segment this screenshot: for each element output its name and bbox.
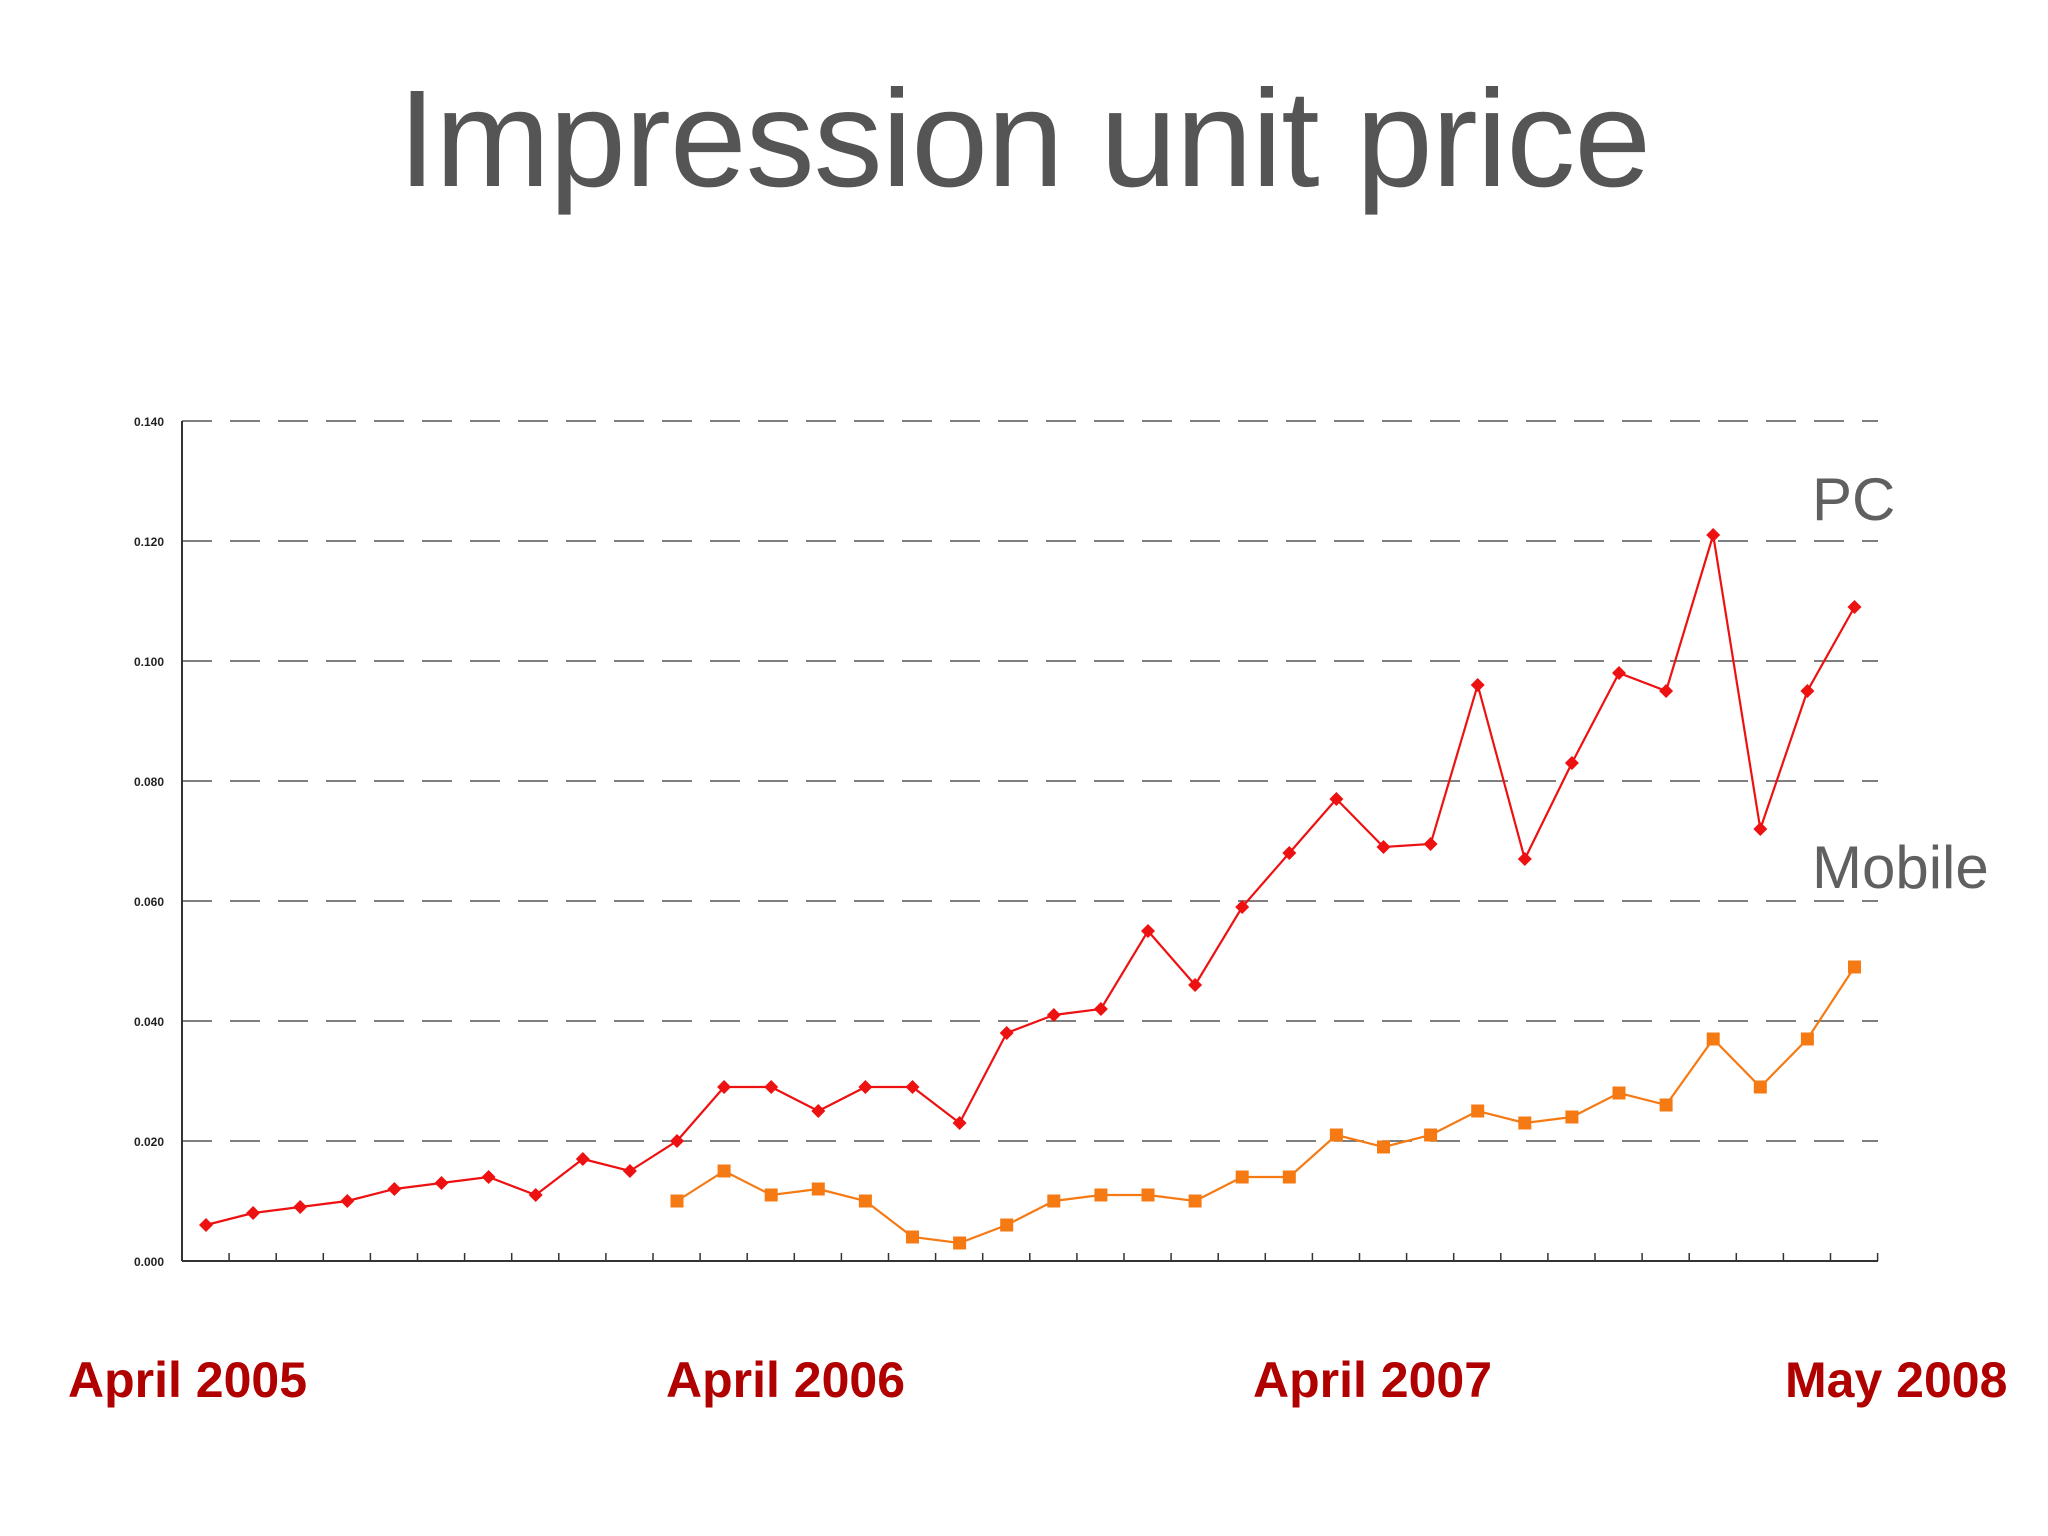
point-mobile <box>1329 1128 1343 1142</box>
point-pc <box>293 1200 308 1214</box>
point-mobile <box>717 1164 731 1178</box>
point-mobile <box>1094 1188 1108 1202</box>
series-label-pc: PC <box>1812 466 1896 533</box>
point-pc <box>246 1206 261 1220</box>
y-tick-label: 0.000 <box>134 1255 164 1269</box>
point-pc <box>1235 900 1250 914</box>
y-tick-label: 0.060 <box>134 895 164 909</box>
point-mobile <box>670 1194 684 1208</box>
point-pc <box>1612 666 1626 680</box>
series-line-pc <box>205 534 1856 1227</box>
point-pc <box>340 1194 355 1208</box>
point-pc <box>434 1176 449 1190</box>
slide-title: Impression unit price <box>397 62 1651 216</box>
series-label-mobile: Mobile <box>1812 834 1989 901</box>
date-label-april-2006: April 2006 <box>666 1352 906 1408</box>
point-mobile <box>1424 1128 1438 1142</box>
point-pc <box>717 1080 732 1094</box>
point-pc <box>764 1080 779 1094</box>
point-mobile <box>858 1194 872 1208</box>
point-pc <box>952 1116 967 1130</box>
point-mobile <box>1188 1194 1202 1208</box>
point-mobile <box>1235 1170 1249 1184</box>
y-tick-label: 0.080 <box>134 775 164 789</box>
point-pc <box>528 1188 543 1202</box>
point-pc <box>1188 978 1203 992</box>
point-pc <box>905 1080 920 1094</box>
point-pc <box>1847 600 1862 614</box>
point-mobile <box>1282 1170 1296 1184</box>
point-pc <box>387 1182 402 1196</box>
point-mobile <box>1471 1104 1485 1118</box>
point-pc <box>1706 528 1721 542</box>
point-pc <box>1046 1008 1061 1022</box>
point-pc <box>199 1218 213 1232</box>
y-tick-label: 0.020 <box>134 1135 164 1149</box>
point-pc <box>481 1170 496 1184</box>
date-label-april-2007: April 2007 <box>1253 1352 1493 1408</box>
point-pc <box>1753 822 1768 836</box>
point-pc <box>622 1164 637 1178</box>
point-mobile <box>1706 1032 1720 1046</box>
point-pc <box>811 1104 826 1118</box>
point-pc <box>999 1026 1014 1040</box>
point-pc <box>1141 924 1155 938</box>
point-mobile <box>1753 1080 1767 1094</box>
point-mobile <box>953 1236 967 1250</box>
date-label-may-2008: May 2008 <box>1785 1352 2008 1408</box>
point-pc <box>670 1134 684 1148</box>
point-pc <box>858 1080 873 1094</box>
point-mobile <box>811 1182 825 1196</box>
point-mobile <box>1848 960 1861 974</box>
point-mobile <box>1612 1086 1626 1100</box>
point-pc <box>575 1152 590 1166</box>
point-pc <box>1329 792 1344 806</box>
series-line-mobile <box>676 966 1856 1245</box>
point-pc <box>1564 756 1579 770</box>
y-tick-label: 0.100 <box>134 655 164 669</box>
point-mobile <box>1141 1188 1155 1202</box>
point-pc <box>1093 1002 1108 1016</box>
point-mobile <box>1000 1218 1014 1232</box>
point-mobile <box>764 1188 778 1202</box>
y-tick-label: 0.140 <box>134 415 164 429</box>
date-label-april-2005: April 2005 <box>68 1352 308 1408</box>
point-pc <box>1376 840 1391 854</box>
y-tick-label: 0.120 <box>134 535 164 549</box>
point-mobile <box>1518 1116 1532 1130</box>
point-pc <box>1282 846 1297 860</box>
point-mobile <box>906 1230 919 1244</box>
point-mobile <box>1800 1032 1814 1046</box>
point-mobile <box>1047 1194 1061 1208</box>
point-mobile <box>1565 1110 1579 1124</box>
point-mobile <box>1377 1140 1390 1154</box>
point-pc <box>1517 852 1532 866</box>
point-pc <box>1423 837 1438 851</box>
point-pc <box>1659 684 1674 698</box>
point-mobile <box>1659 1098 1673 1112</box>
y-tick-label: 0.040 <box>134 1015 164 1029</box>
point-pc <box>1470 678 1485 692</box>
point-pc <box>1800 684 1815 698</box>
